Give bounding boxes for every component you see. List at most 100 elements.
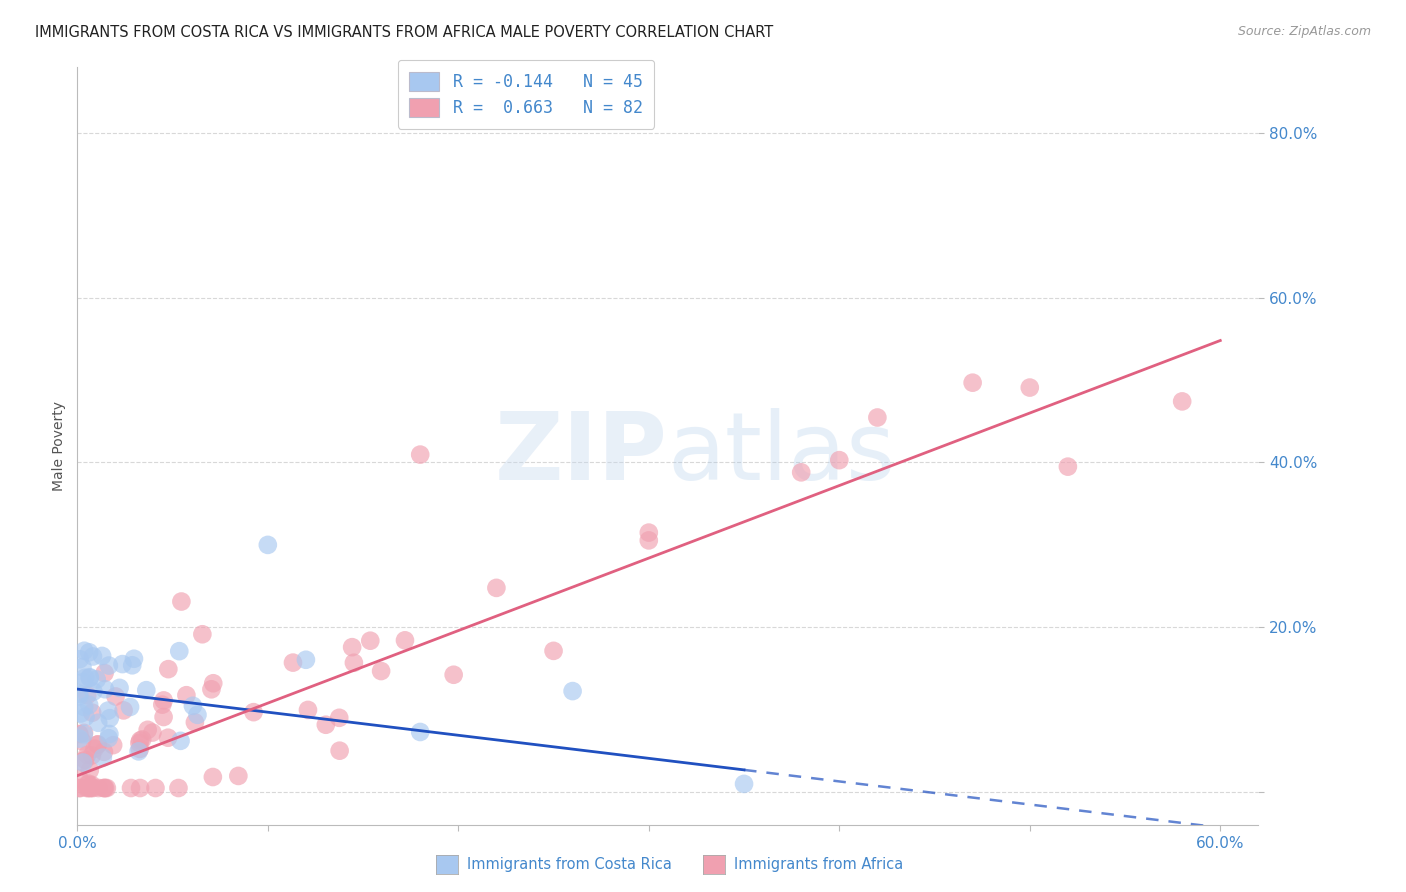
Point bbox=[77, 780, 100, 795]
Point bbox=[962, 376, 984, 390]
Point bbox=[131, 732, 153, 747]
Point bbox=[256, 538, 278, 552]
Point bbox=[97, 731, 120, 746]
Point bbox=[72, 756, 94, 770]
Point bbox=[111, 657, 134, 671]
Point bbox=[200, 682, 222, 697]
Point bbox=[98, 727, 121, 741]
Text: Immigrants from Africa: Immigrants from Africa bbox=[734, 857, 903, 871]
Point bbox=[108, 681, 131, 695]
Point bbox=[79, 764, 101, 778]
Point bbox=[72, 675, 94, 690]
Point bbox=[72, 660, 94, 674]
Point bbox=[76, 780, 98, 795]
Point bbox=[169, 644, 191, 658]
Point bbox=[409, 448, 432, 462]
Point bbox=[80, 778, 103, 792]
Point bbox=[82, 684, 104, 698]
Point bbox=[150, 698, 173, 712]
Point bbox=[104, 690, 127, 704]
Point bbox=[96, 780, 118, 795]
Point bbox=[67, 690, 90, 704]
Point bbox=[101, 738, 124, 752]
Point bbox=[73, 727, 96, 741]
Point bbox=[97, 704, 120, 718]
Text: atlas: atlas bbox=[668, 408, 896, 500]
Point bbox=[67, 780, 90, 795]
Point bbox=[136, 723, 159, 737]
Point bbox=[128, 742, 150, 756]
Point bbox=[167, 780, 190, 795]
Point bbox=[77, 776, 100, 790]
Point bbox=[70, 755, 93, 769]
Point bbox=[67, 772, 90, 786]
Point bbox=[93, 780, 115, 795]
Point bbox=[202, 676, 225, 690]
Point bbox=[242, 705, 264, 719]
Point bbox=[152, 693, 174, 707]
Y-axis label: Male Poverty: Male Poverty bbox=[52, 401, 66, 491]
Point bbox=[93, 745, 115, 759]
Point bbox=[86, 738, 108, 752]
Point bbox=[201, 770, 224, 784]
Point bbox=[98, 711, 121, 725]
Point bbox=[370, 664, 392, 678]
Point bbox=[135, 683, 157, 698]
Point bbox=[543, 644, 565, 658]
Point bbox=[157, 731, 180, 745]
Point bbox=[184, 715, 207, 730]
Point bbox=[121, 658, 143, 673]
Point bbox=[297, 703, 319, 717]
Point bbox=[120, 700, 142, 714]
Point bbox=[145, 780, 167, 795]
Point bbox=[157, 662, 180, 676]
Point bbox=[120, 780, 142, 795]
Point bbox=[93, 666, 115, 681]
Point bbox=[128, 736, 150, 750]
Point bbox=[170, 594, 193, 608]
Point bbox=[129, 780, 152, 795]
Point bbox=[152, 710, 174, 724]
Point bbox=[295, 653, 318, 667]
Point bbox=[828, 453, 851, 467]
Point bbox=[94, 682, 117, 697]
Point bbox=[329, 744, 352, 758]
Point bbox=[76, 688, 98, 702]
Point bbox=[67, 687, 90, 701]
Point bbox=[67, 727, 90, 741]
Point bbox=[77, 645, 100, 659]
Point bbox=[228, 769, 250, 783]
Point bbox=[79, 780, 101, 794]
Point bbox=[91, 750, 114, 764]
Point bbox=[94, 780, 117, 795]
Point bbox=[82, 649, 104, 664]
Point bbox=[176, 688, 198, 702]
Point bbox=[637, 533, 659, 548]
Point bbox=[328, 711, 350, 725]
Point bbox=[790, 466, 813, 480]
Point bbox=[343, 656, 366, 670]
Point bbox=[87, 738, 110, 752]
Point bbox=[281, 656, 304, 670]
Point bbox=[80, 780, 103, 795]
Point bbox=[73, 726, 96, 740]
Point bbox=[141, 725, 163, 739]
Point bbox=[75, 753, 97, 767]
Point bbox=[86, 673, 108, 687]
Point bbox=[181, 698, 204, 713]
Point bbox=[77, 698, 100, 712]
Text: Source: ZipAtlas.com: Source: ZipAtlas.com bbox=[1237, 25, 1371, 38]
Point bbox=[637, 525, 659, 540]
Point bbox=[1171, 394, 1194, 409]
Point bbox=[75, 710, 97, 724]
Point bbox=[79, 780, 101, 795]
Point bbox=[866, 410, 889, 425]
Point bbox=[80, 748, 103, 763]
Point bbox=[112, 703, 135, 717]
Point bbox=[76, 778, 98, 792]
Point bbox=[79, 670, 101, 684]
Point bbox=[409, 725, 432, 739]
Point bbox=[561, 684, 583, 698]
Point bbox=[82, 706, 104, 720]
Point bbox=[69, 780, 91, 795]
